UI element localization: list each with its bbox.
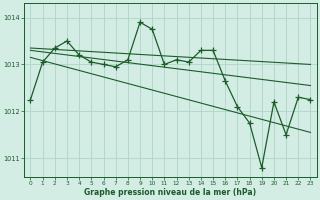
X-axis label: Graphe pression niveau de la mer (hPa): Graphe pression niveau de la mer (hPa) — [84, 188, 257, 197]
